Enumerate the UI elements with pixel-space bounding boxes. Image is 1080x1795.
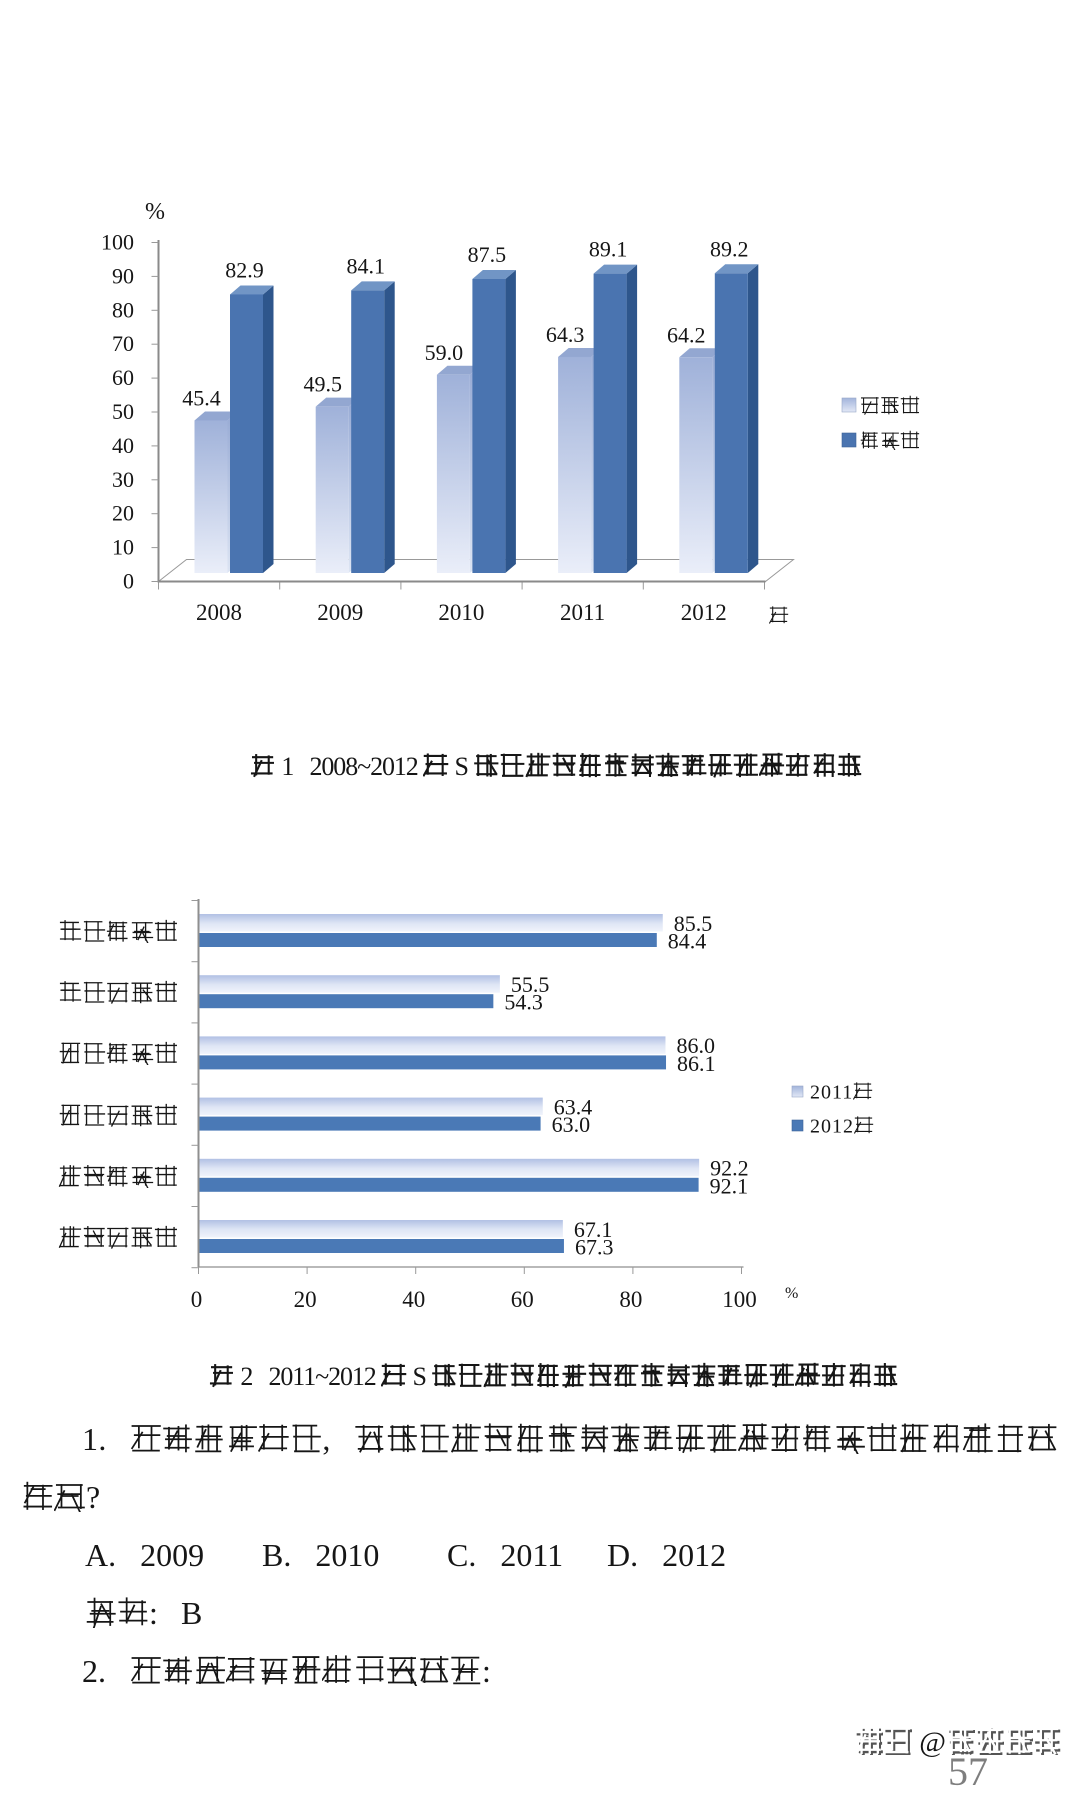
svg-text:60: 60 <box>112 365 134 390</box>
svg-text:89.2: 89.2 <box>710 236 749 261</box>
svg-text:2008: 2008 <box>196 600 242 625</box>
svg-text:80: 80 <box>619 1287 642 1312</box>
svg-text:2011: 2011 <box>560 600 605 625</box>
svg-text:20: 20 <box>294 1287 317 1312</box>
svg-text:67.1: 67.1 <box>574 1217 613 1242</box>
svg-text:60: 60 <box>511 1287 534 1312</box>
svg-text:84.4: 84.4 <box>668 929 707 954</box>
svg-text:2010: 2010 <box>438 600 484 625</box>
svg-text:84.1: 84.1 <box>346 253 385 278</box>
svg-text:45.4: 45.4 <box>182 385 221 410</box>
svg-text:80: 80 <box>112 297 134 322</box>
svg-text:2009: 2009 <box>317 600 363 625</box>
svg-text:%: % <box>145 199 165 225</box>
svg-text:54.3: 54.3 <box>504 990 543 1015</box>
svg-text:%: % <box>785 1285 798 1302</box>
svg-text:0: 0 <box>191 1287 203 1312</box>
svg-text:70: 70 <box>112 331 134 356</box>
svg-text:63.0: 63.0 <box>552 1112 591 1137</box>
svg-text:64.3: 64.3 <box>546 322 585 347</box>
svg-text:82.9: 82.9 <box>225 257 264 282</box>
svg-text:20: 20 <box>112 501 134 526</box>
svg-text:2012: 2012 <box>681 600 727 625</box>
svg-text:59.0: 59.0 <box>425 340 464 365</box>
svg-text:89.1: 89.1 <box>589 237 628 262</box>
svg-text:92.2: 92.2 <box>710 1156 749 1181</box>
svg-text:86.0: 86.0 <box>676 1033 715 1058</box>
svg-text:63.4: 63.4 <box>554 1094 593 1119</box>
svg-text:90: 90 <box>112 263 134 288</box>
svg-text:100: 100 <box>722 1287 757 1312</box>
svg-text:0: 0 <box>123 569 134 594</box>
svg-text:64.2: 64.2 <box>667 322 706 347</box>
svg-text:40: 40 <box>402 1287 425 1312</box>
svg-text:49.5: 49.5 <box>303 372 342 397</box>
svg-text:86.1: 86.1 <box>677 1051 716 1076</box>
svg-text:40: 40 <box>112 433 134 458</box>
svg-text:10: 10 <box>112 535 134 560</box>
svg-text:50: 50 <box>112 399 134 424</box>
svg-text:100: 100 <box>101 230 134 255</box>
svg-text:30: 30 <box>112 467 134 492</box>
svg-text:85.5: 85.5 <box>674 911 713 936</box>
svg-text:67.3: 67.3 <box>575 1235 614 1260</box>
svg-text:55.5: 55.5 <box>511 972 550 997</box>
svg-text:87.5: 87.5 <box>468 242 507 267</box>
svg-text:92.1: 92.1 <box>710 1173 749 1198</box>
